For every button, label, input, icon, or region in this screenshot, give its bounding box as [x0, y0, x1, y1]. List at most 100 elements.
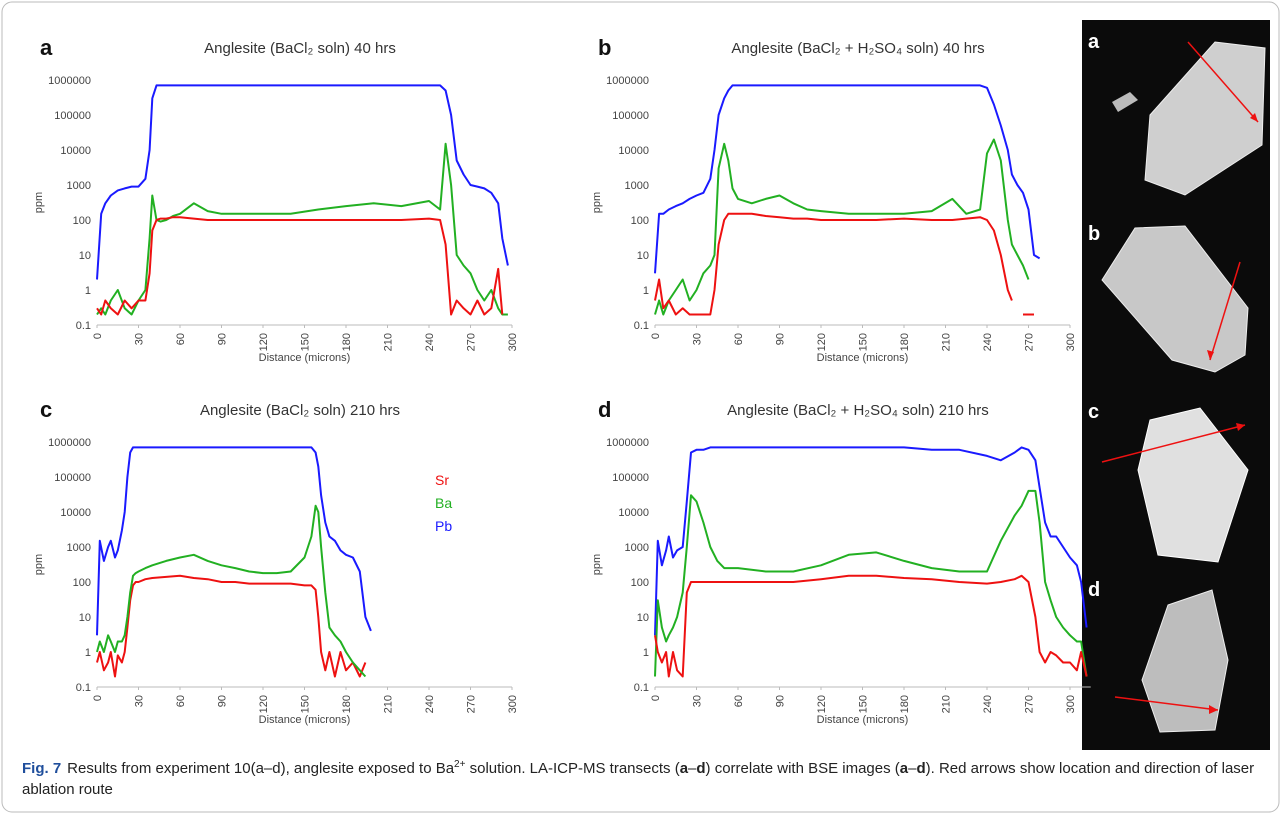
x-tick-label: 90 — [217, 695, 229, 707]
caption-text: d — [696, 760, 705, 777]
x-tick-label: 150 — [300, 333, 312, 351]
y-tick-label: 0.1 — [634, 320, 649, 332]
legend-entry: Sr — [435, 472, 449, 488]
image-label: a — [1088, 31, 1100, 53]
y-tick-label: 1 — [643, 285, 649, 297]
x-tick-label: 30 — [134, 333, 146, 345]
panel-label: b — [598, 35, 611, 60]
y-tick-label: 1 — [85, 285, 91, 297]
caption-text: a — [900, 760, 908, 777]
panel-label: c — [40, 397, 52, 422]
panel-label: a — [40, 35, 53, 60]
series-line — [655, 576, 1087, 677]
y-tick-label: 1000 — [67, 542, 91, 554]
image-label: c — [1088, 401, 1099, 423]
y-tick-label: 10000 — [618, 145, 649, 157]
series-line — [97, 447, 371, 635]
y-tick-label: 1000 — [67, 180, 91, 192]
bse-panel — [1082, 20, 1270, 750]
x-tick-label: 300 — [1065, 695, 1077, 713]
x-tick-label: 240 — [424, 695, 436, 713]
x-tick-label: 150 — [858, 333, 870, 351]
x-tick-label: 120 — [816, 333, 828, 351]
x-tick-label: 300 — [1065, 333, 1077, 351]
caption-label: Fig. 7 — [22, 760, 61, 777]
series-line — [97, 217, 502, 314]
x-tick-label: 210 — [383, 695, 395, 713]
x-tick-label: 0 — [92, 333, 104, 339]
y-tick-label: 100000 — [612, 472, 649, 484]
x-tick-label: 0 — [92, 695, 104, 701]
x-tick-label: 30 — [134, 695, 146, 707]
x-tick-label: 150 — [858, 695, 870, 713]
y-tick-label: 100 — [73, 215, 91, 227]
x-axis-label: Distance (microns) — [817, 352, 909, 364]
x-tick-label: 270 — [466, 333, 478, 351]
x-tick-label: 60 — [733, 333, 745, 345]
x-tick-label: 120 — [258, 695, 270, 713]
x-tick-label: 0 — [650, 333, 662, 339]
x-tick-label: 270 — [466, 695, 478, 713]
x-tick-label: 300 — [507, 333, 519, 351]
x-axis-label: Distance (microns) — [259, 714, 351, 726]
x-tick-label: 180 — [899, 695, 911, 713]
y-tick-label: 100 — [73, 577, 91, 589]
caption-text: ) correlate with BSE images ( — [706, 760, 900, 777]
series-line — [97, 506, 365, 677]
y-tick-label: 1 — [643, 647, 649, 659]
legend-entry: Pb — [435, 518, 452, 534]
y-tick-label: 100000 — [54, 110, 91, 122]
y-tick-label: 1000 — [625, 542, 649, 554]
series-line — [655, 447, 1087, 635]
x-tick-label: 90 — [775, 333, 787, 345]
y-tick-label: 0.1 — [76, 682, 91, 694]
y-tick-label: 1000000 — [48, 75, 91, 87]
series-line — [655, 85, 1040, 273]
x-tick-label: 270 — [1024, 333, 1036, 351]
chart-title: Anglesite (BaCl₂ + H₂SO₄ soln) 40 hrs — [731, 40, 984, 57]
y-tick-label: 100 — [631, 577, 649, 589]
x-tick-label: 90 — [217, 333, 229, 345]
x-tick-label: 240 — [982, 333, 994, 351]
image-label: d — [1088, 579, 1100, 601]
x-tick-label: 240 — [424, 333, 436, 351]
x-tick-label: 300 — [507, 695, 519, 713]
caption-text: solution. LA-ICP-MS transects ( — [465, 760, 679, 777]
legend-entry: Ba — [435, 495, 452, 511]
figure: abcdaAnglesite (BaCl₂ soln) 40 hrsppmDis… — [0, 0, 1281, 814]
x-tick-label: 180 — [341, 695, 353, 713]
y-tick-label: 1000000 — [48, 437, 91, 449]
x-tick-label: 210 — [941, 695, 953, 713]
y-tick-label: 10000 — [60, 145, 91, 157]
x-tick-label: 0 — [650, 695, 662, 701]
image-label: b — [1088, 223, 1100, 245]
x-tick-label: 150 — [300, 695, 312, 713]
caption-text: d — [916, 760, 925, 777]
y-tick-label: 100000 — [612, 110, 649, 122]
y-tick-label: 1000 — [625, 180, 649, 192]
series-line — [655, 491, 1087, 677]
x-tick-label: 30 — [692, 695, 704, 707]
x-tick-label: 210 — [383, 333, 395, 351]
x-axis-label: Distance (microns) — [259, 352, 351, 364]
x-tick-label: 120 — [816, 695, 828, 713]
y-axis-label: ppm — [33, 554, 45, 575]
y-tick-label: 10 — [637, 612, 649, 624]
y-tick-label: 1000000 — [606, 437, 649, 449]
y-tick-label: 100 — [631, 215, 649, 227]
x-tick-label: 60 — [733, 695, 745, 707]
x-tick-label: 30 — [692, 333, 704, 345]
y-tick-label: 10 — [79, 612, 91, 624]
series-line — [97, 144, 508, 315]
x-tick-label: 60 — [175, 333, 187, 345]
caption-text: a — [680, 760, 688, 777]
y-axis-label: ppm — [33, 192, 45, 213]
y-tick-label: 10000 — [618, 507, 649, 519]
series-line — [655, 140, 1029, 315]
y-axis-label: ppm — [591, 192, 603, 213]
x-tick-label: 60 — [175, 695, 187, 707]
x-tick-label: 210 — [941, 333, 953, 351]
figure-svg: abcdaAnglesite (BaCl₂ soln) 40 hrsppmDis… — [0, 0, 1281, 814]
x-tick-label: 180 — [899, 333, 911, 351]
